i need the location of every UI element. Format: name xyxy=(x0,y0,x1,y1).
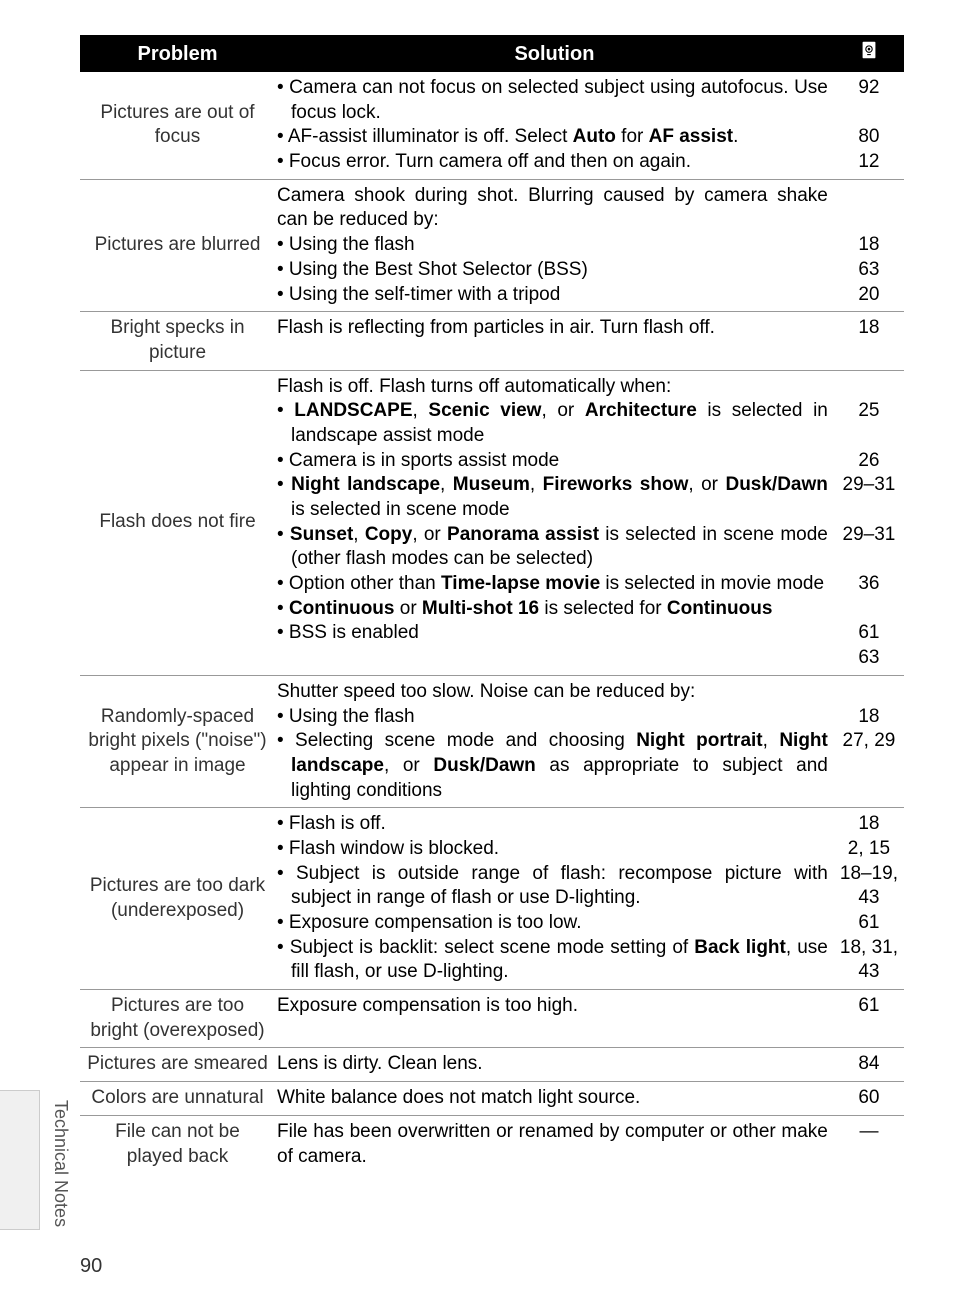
problem-cell: Pictures are out of focus xyxy=(80,72,275,179)
table-row: Pictures are out of focus• Camera can no… xyxy=(80,72,904,179)
problem-cell: Pictures are blurred xyxy=(80,179,275,311)
table-row: Pictures are too dark (underexposed)• Fl… xyxy=(80,808,904,990)
problem-cell: Flash does not fire xyxy=(80,370,275,675)
solution-cell: Shutter speed too slow. Noise can be red… xyxy=(275,675,834,807)
table-row: Pictures are too bright (overexposed)Exp… xyxy=(80,990,904,1048)
solution-cell: Flash is reflecting from particles in ai… xyxy=(275,312,834,370)
problem-cell: Bright specks in picture xyxy=(80,312,275,370)
solution-header: Solution xyxy=(275,35,834,72)
page-number: 90 xyxy=(80,1255,102,1278)
problem-cell: Randomly-spaced bright pixels ("noise") … xyxy=(80,675,275,807)
table-row: Pictures are blurredCamera shook during … xyxy=(80,179,904,311)
table-header-row: Problem Solution xyxy=(80,35,904,72)
table-row: Pictures are smearedLens is dirty. Clean… xyxy=(80,1048,904,1082)
problem-cell: Pictures are too dark (underexposed) xyxy=(80,808,275,990)
page-ref-cell: — xyxy=(834,1115,904,1173)
page-ref-cell: 60 xyxy=(834,1082,904,1116)
solution-cell: White balance does not match light sourc… xyxy=(275,1082,834,1116)
solution-cell: • Flash is off.• Flash window is blocked… xyxy=(275,808,834,990)
table-row: Colors are unnaturalWhite balance does n… xyxy=(80,1082,904,1116)
page-container: Problem Solution Pictures are out of f xyxy=(0,0,954,1193)
problem-header: Problem xyxy=(80,35,275,72)
table-body: Pictures are out of focus• Camera can no… xyxy=(80,72,904,1173)
page-ref-cell: 186320 xyxy=(834,179,904,311)
page-ref-cell: 61 xyxy=(834,990,904,1048)
page-ref-cell: 92 8012 xyxy=(834,72,904,179)
sidebar-tab xyxy=(0,1090,40,1230)
table-row: Flash does not fireFlash is off. Flash t… xyxy=(80,370,904,675)
page-header xyxy=(834,35,904,72)
solution-cell: File has been overwritten or renamed by … xyxy=(275,1115,834,1173)
page-ref-icon xyxy=(858,39,880,68)
problem-cell: Pictures are smeared xyxy=(80,1048,275,1082)
table-row: Randomly-spaced bright pixels ("noise") … xyxy=(80,675,904,807)
sidebar-label: Technical Notes xyxy=(50,1100,71,1227)
table-row: File can not be played backFile has been… xyxy=(80,1115,904,1173)
troubleshooting-table: Problem Solution Pictures are out of f xyxy=(80,35,904,1173)
solution-cell: Lens is dirty. Clean lens. xyxy=(275,1048,834,1082)
table-row: Bright specks in pictureFlash is reflect… xyxy=(80,312,904,370)
page-ref-cell: 25 2629–31 29–31 36 6163 xyxy=(834,370,904,675)
page-ref-cell: 182, 1518–19,436118, 31,43 xyxy=(834,808,904,990)
problem-cell: File can not be played back xyxy=(80,1115,275,1173)
page-ref-cell: 84 xyxy=(834,1048,904,1082)
solution-cell: Camera shook during shot. Blurring cause… xyxy=(275,179,834,311)
problem-cell: Pictures are too bright (overexposed) xyxy=(80,990,275,1048)
solution-cell: • Camera can not focus on selected subje… xyxy=(275,72,834,179)
solution-cell: Exposure compensation is too high. xyxy=(275,990,834,1048)
problem-cell: Colors are unnatural xyxy=(80,1082,275,1116)
page-ref-cell: 1827, 29 xyxy=(834,675,904,807)
page-ref-cell: 18 xyxy=(834,312,904,370)
solution-cell: Flash is off. Flash turns off automatica… xyxy=(275,370,834,675)
